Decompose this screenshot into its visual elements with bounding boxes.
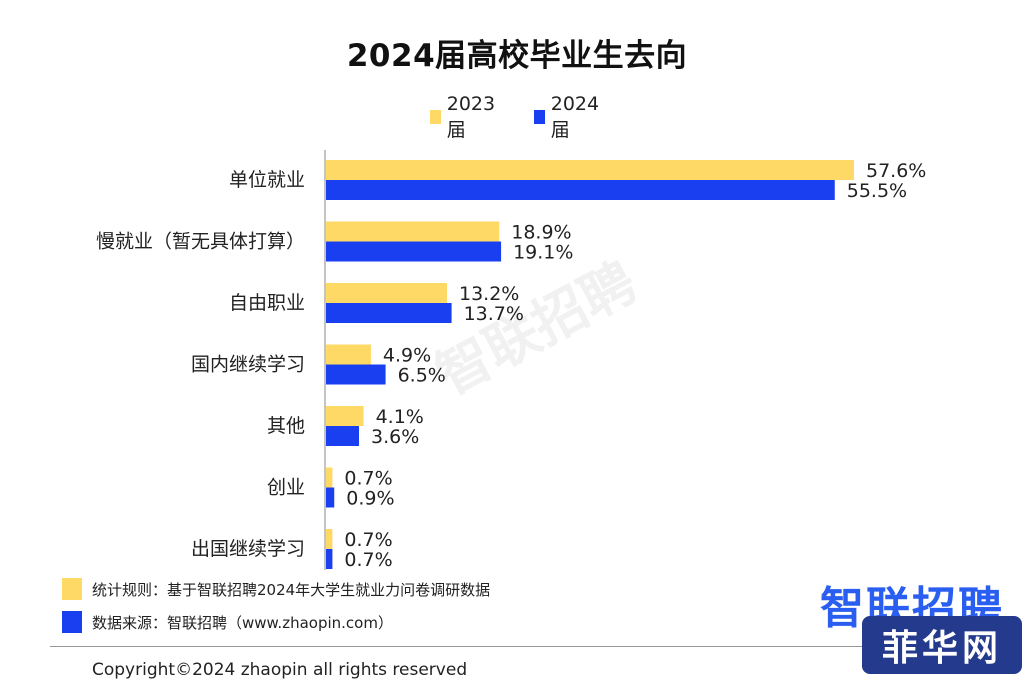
category-label: 国内继续学习: [191, 354, 305, 376]
bar-2024届: [326, 364, 386, 385]
legend-label-2024: 2024届: [550, 92, 600, 141]
data-label: 3.6%: [371, 426, 419, 448]
data-label: 13.2%: [459, 283, 519, 305]
site-badge-logo: 菲华网: [862, 616, 1022, 674]
legend-item-2023: 2023届: [430, 93, 498, 141]
legend-swatch-2023: [430, 110, 441, 124]
data-label: 6.5%: [398, 365, 446, 387]
bar-2023届: [326, 160, 854, 180]
note-source-text: 数据来源：智联招聘（www.zhaopin.com）: [92, 613, 393, 632]
category-label: 单位就业: [229, 169, 305, 191]
footer-divider: [50, 646, 984, 647]
note-rule: 统计规则：基于智联招聘2024年大学生就业力问卷调研数据: [62, 578, 490, 600]
note-rule-swatch: [62, 578, 82, 600]
data-label: 0.7%: [344, 468, 392, 490]
legend-item-2024: 2024届: [534, 93, 602, 141]
bar-2024届: [326, 487, 335, 508]
category-label: 其他: [267, 415, 305, 437]
bar-2024届: [326, 180, 835, 200]
category-label: 慢就业（暂无具体打算）: [96, 231, 305, 253]
data-label: 4.9%: [383, 345, 431, 367]
data-label: 0.9%: [346, 488, 394, 510]
data-label: 0.7%: [344, 529, 392, 551]
bar-2024届: [326, 549, 333, 569]
bar-2023届: [326, 221, 500, 242]
note-rule-text: 统计规则：基于智联招聘2024年大学生就业力问卷调研数据: [92, 580, 491, 599]
data-label: 55.5%: [847, 180, 907, 202]
note-source-swatch: [62, 611, 82, 633]
data-label: 57.6%: [866, 160, 926, 182]
bar-2023届: [326, 529, 333, 549]
bar-2023届: [326, 406, 364, 426]
data-label: 13.7%: [464, 303, 524, 325]
data-label: 4.1%: [376, 406, 424, 428]
legend-swatch-2024: [534, 110, 545, 124]
note-source: 数据来源：智联招聘（www.zhaopin.com）: [62, 611, 393, 633]
bar-2023届: [326, 344, 371, 365]
bar-2024届: [326, 426, 359, 446]
bar-2024届: [326, 303, 452, 323]
copyright-text: Copyright©2024 zhaopin all rights reserv…: [92, 660, 468, 680]
category-label: 自由职业: [229, 292, 305, 314]
category-label: 出国继续学习: [191, 538, 305, 560]
data-label: 18.9%: [511, 222, 571, 244]
category-label: 创业: [267, 477, 305, 499]
bar-2023届: [326, 467, 333, 488]
bar-2023届: [326, 283, 447, 303]
data-label: 19.1%: [513, 242, 573, 264]
chart-title: 2024届高校毕业生去向: [346, 38, 688, 74]
bar-2024届: [326, 241, 502, 262]
legend-label-2023: 2023届: [446, 92, 496, 141]
data-label: 0.7%: [344, 549, 392, 571]
